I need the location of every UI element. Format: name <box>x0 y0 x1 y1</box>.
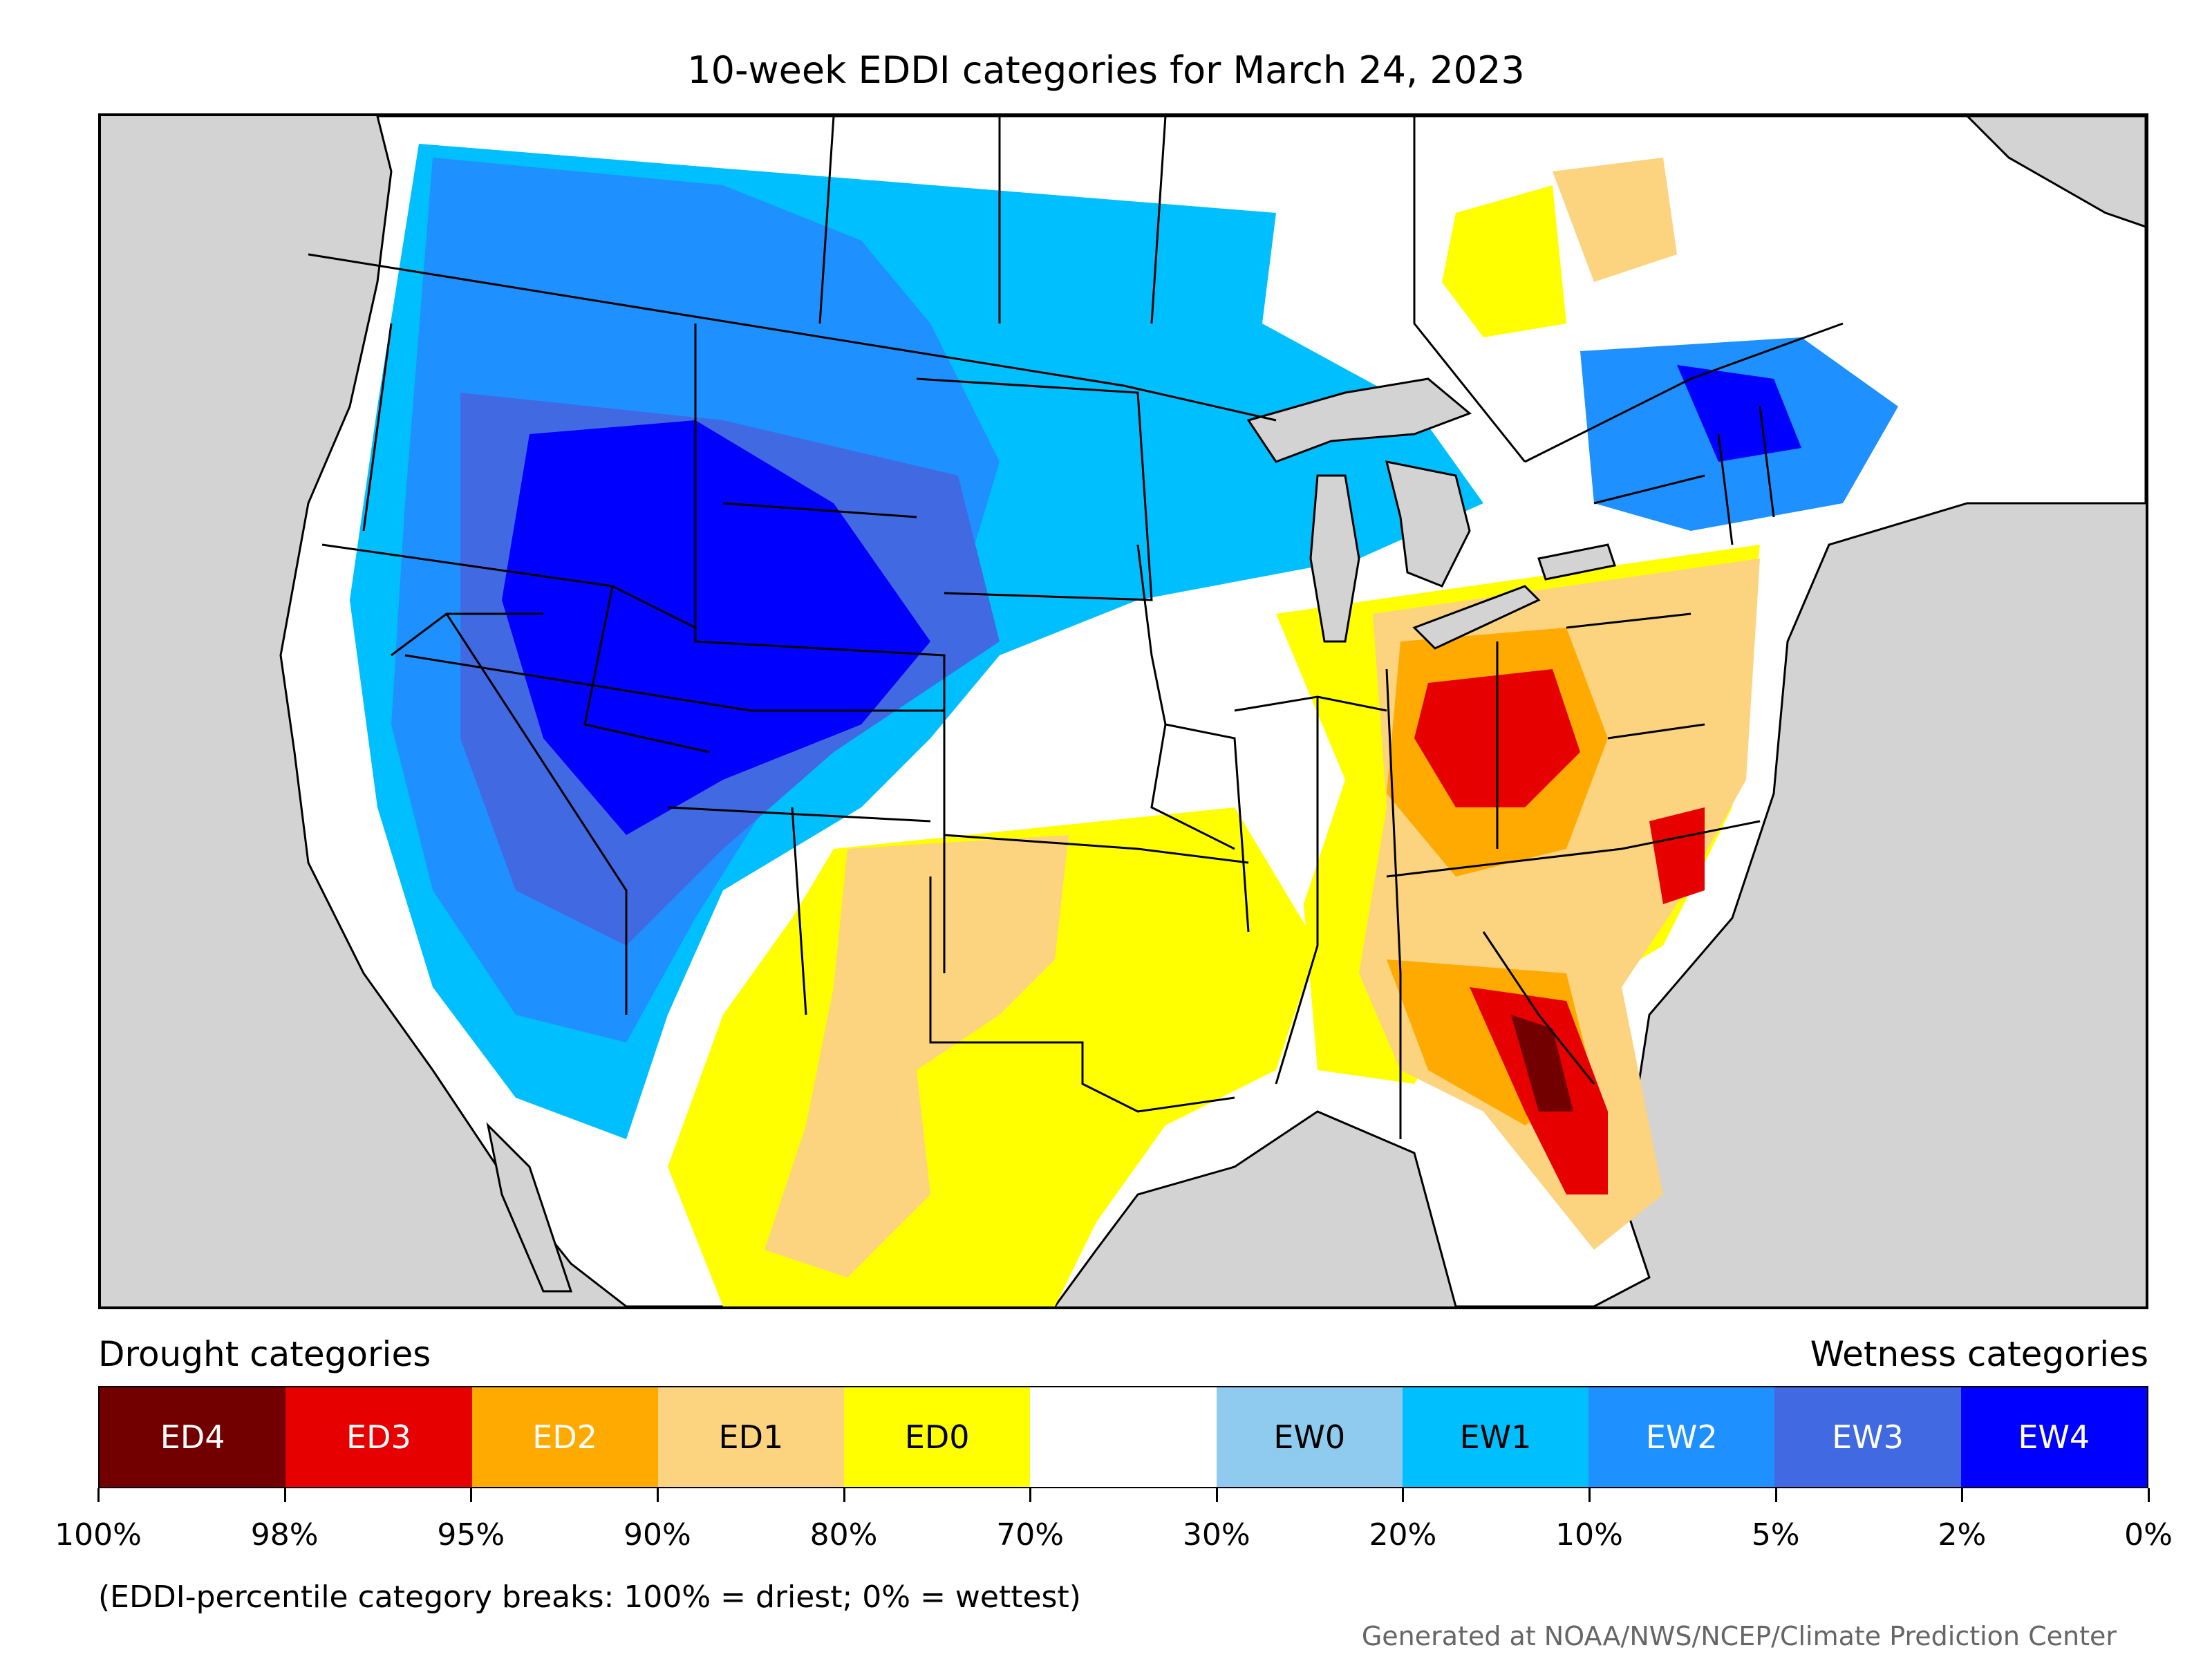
category-label: ED3 <box>346 1418 411 1456</box>
ed3-nc <box>1649 807 1705 904</box>
category-note: (EDDI-percentile category breaks: 100% =… <box>98 1580 1081 1615</box>
category-ew2: EW2 <box>1588 1387 1775 1487</box>
category-ed1: ED1 <box>657 1387 845 1487</box>
colorbar-tick <box>1402 1488 1405 1502</box>
colorbar-tick-label: 5% <box>1751 1517 1800 1553</box>
colorbar-tick-label: 100% <box>55 1517 142 1553</box>
category-label: EW3 <box>1832 1418 1904 1456</box>
ew4-northeast <box>1677 365 1801 462</box>
category-ew3: EW3 <box>1774 1387 1961 1487</box>
category-ed4: ED4 <box>100 1387 286 1487</box>
colorbar-tick <box>2148 1488 2150 1502</box>
map-title: 10-week EDDI categories for March 24, 20… <box>687 48 1525 92</box>
eddi-map <box>98 113 2148 1309</box>
wetness-categories-heading: Wetness categories <box>1810 1334 2148 1374</box>
colorbar-tick-label: 90% <box>624 1517 691 1553</box>
ed4-florida <box>1511 1015 1573 1112</box>
colorbar-tick-label: 30% <box>1182 1517 1250 1553</box>
category-label: ED1 <box>718 1418 784 1456</box>
category-label: ED0 <box>904 1418 970 1456</box>
ew4-region <box>502 420 930 835</box>
category-neutral <box>1030 1387 1217 1487</box>
ed1-texas <box>765 835 1069 1277</box>
colorbar-tick-label: 20% <box>1369 1517 1437 1553</box>
lake-huron <box>1385 460 1471 588</box>
colorbar-tick <box>656 1488 659 1502</box>
lake-michigan <box>1309 474 1360 643</box>
colorbar-tick-label: 98% <box>250 1517 319 1553</box>
colorbar-tick <box>1215 1488 1218 1502</box>
lake-superior <box>1246 377 1472 463</box>
drought-categories-heading: Drought categories <box>98 1334 431 1374</box>
lake-erie <box>1412 585 1541 650</box>
colorbar-tick <box>1961 1488 1964 1502</box>
colorbar-tick <box>843 1488 845 1502</box>
ed0-quebec <box>1442 185 1566 337</box>
category-ew0: EW0 <box>1216 1387 1403 1487</box>
map-svg <box>279 116 2146 1306</box>
colorbar-tick <box>1029 1488 1032 1502</box>
colorbar-tick <box>470 1488 473 1502</box>
category-ed0: ED0 <box>844 1387 1031 1487</box>
category-label: EW0 <box>1273 1418 1346 1456</box>
colorbar-tick <box>283 1488 286 1502</box>
category-label: EW4 <box>2018 1418 2090 1456</box>
lake-ontario <box>1537 543 1616 581</box>
colorbar-tick-label: 95% <box>437 1517 505 1553</box>
category-label: ED2 <box>532 1418 598 1456</box>
category-ew4: EW4 <box>1960 1387 2147 1487</box>
colorbar-tick-label: 10% <box>1555 1517 1623 1553</box>
colorbar-ticks <box>97 1488 2150 1502</box>
political-borders <box>308 116 1844 1139</box>
category-ed2: ED2 <box>471 1387 658 1487</box>
colorbar-tick <box>1774 1488 1777 1502</box>
category-ed3: ED3 <box>285 1387 472 1487</box>
colorbar-tick <box>1588 1488 1591 1502</box>
category-label: EW2 <box>1645 1418 1718 1456</box>
category-label: EW1 <box>1459 1418 1532 1456</box>
category-label: ED4 <box>160 1418 225 1456</box>
colorbar-tick-label: 0% <box>2124 1517 2173 1553</box>
colorbar-tick <box>97 1488 100 1502</box>
colorbar-tick-label: 2% <box>1938 1517 1987 1553</box>
colorbar-tick-label: 70% <box>996 1517 1065 1553</box>
credit-line: Generated at NOAA/NWS/NCEP/Climate Predi… <box>1361 1621 2117 1651</box>
category-colorbar: ED4 ED3 ED2 ED1 ED0 EW0 EW1 EW2 EW3 EW4 <box>98 1386 2148 1488</box>
gulf-of-california <box>486 1122 573 1293</box>
colorbar-tick-label: 80% <box>809 1517 878 1553</box>
category-ew1: EW1 <box>1402 1387 1589 1487</box>
ed1-quebec <box>1553 158 1677 282</box>
